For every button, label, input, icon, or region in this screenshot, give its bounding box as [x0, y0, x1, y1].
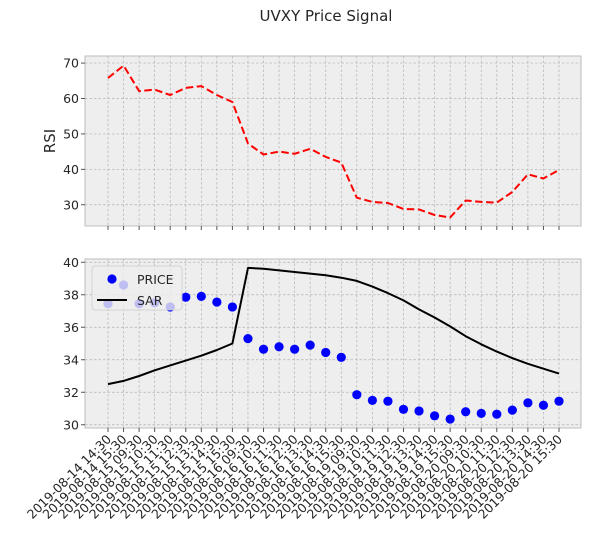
- price-point: [367, 395, 377, 405]
- y-tick-label: 38: [63, 287, 79, 302]
- price-point: [274, 342, 284, 352]
- y-tick-label: 32: [63, 385, 79, 400]
- axes-frame: [84, 258, 582, 429]
- axes-frame: [84, 55, 582, 227]
- price-point: [336, 352, 346, 362]
- price-point: [492, 409, 502, 419]
- rsi-series-line: [107, 64, 560, 219]
- sar-series-line: [107, 266, 560, 386]
- price-point: [507, 405, 517, 415]
- y-tick-label: 30: [63, 197, 79, 212]
- rsi-axes: 30 40 50 60 70 RSI: [41, 55, 582, 230]
- y-tick-label: 30: [63, 417, 79, 432]
- price-point: [352, 390, 362, 400]
- y-tick-label: 34: [63, 352, 79, 367]
- price-point: [196, 291, 206, 301]
- price-point: [523, 398, 533, 408]
- price-point: [243, 334, 253, 344]
- price-point: [398, 404, 409, 414]
- price-point: [321, 347, 331, 358]
- price-point: [414, 406, 424, 416]
- y-tick-label: 60: [63, 91, 79, 106]
- price-point: [538, 400, 549, 410]
- legend-marker-price: [107, 274, 117, 284]
- price-point: [445, 414, 455, 424]
- price-point: [305, 340, 315, 350]
- price-point: [554, 396, 564, 406]
- price-point: [429, 411, 440, 421]
- y-tick-label: 40: [63, 255, 79, 270]
- legend-label: SAR: [137, 293, 163, 308]
- price-point: [212, 297, 222, 307]
- price-point: [227, 302, 238, 312]
- y-tick-label: 50: [63, 126, 79, 141]
- chart-title: UVXY Price Signal: [260, 7, 393, 25]
- price-point: [461, 407, 471, 417]
- plot-background: [85, 56, 581, 226]
- price-point: [383, 396, 393, 406]
- y-axis-label: RSI: [41, 129, 59, 153]
- y-tick-label: 36: [63, 320, 79, 335]
- price-point: [258, 344, 269, 354]
- price-point: [181, 292, 191, 302]
- legend-label: PRICE: [137, 272, 174, 287]
- y-tick-label: 40: [63, 162, 79, 177]
- price-point: [476, 408, 486, 418]
- legend: PRICE SAR: [91, 265, 183, 311]
- y-tick-label: 70: [63, 56, 79, 71]
- price-point: [290, 344, 300, 354]
